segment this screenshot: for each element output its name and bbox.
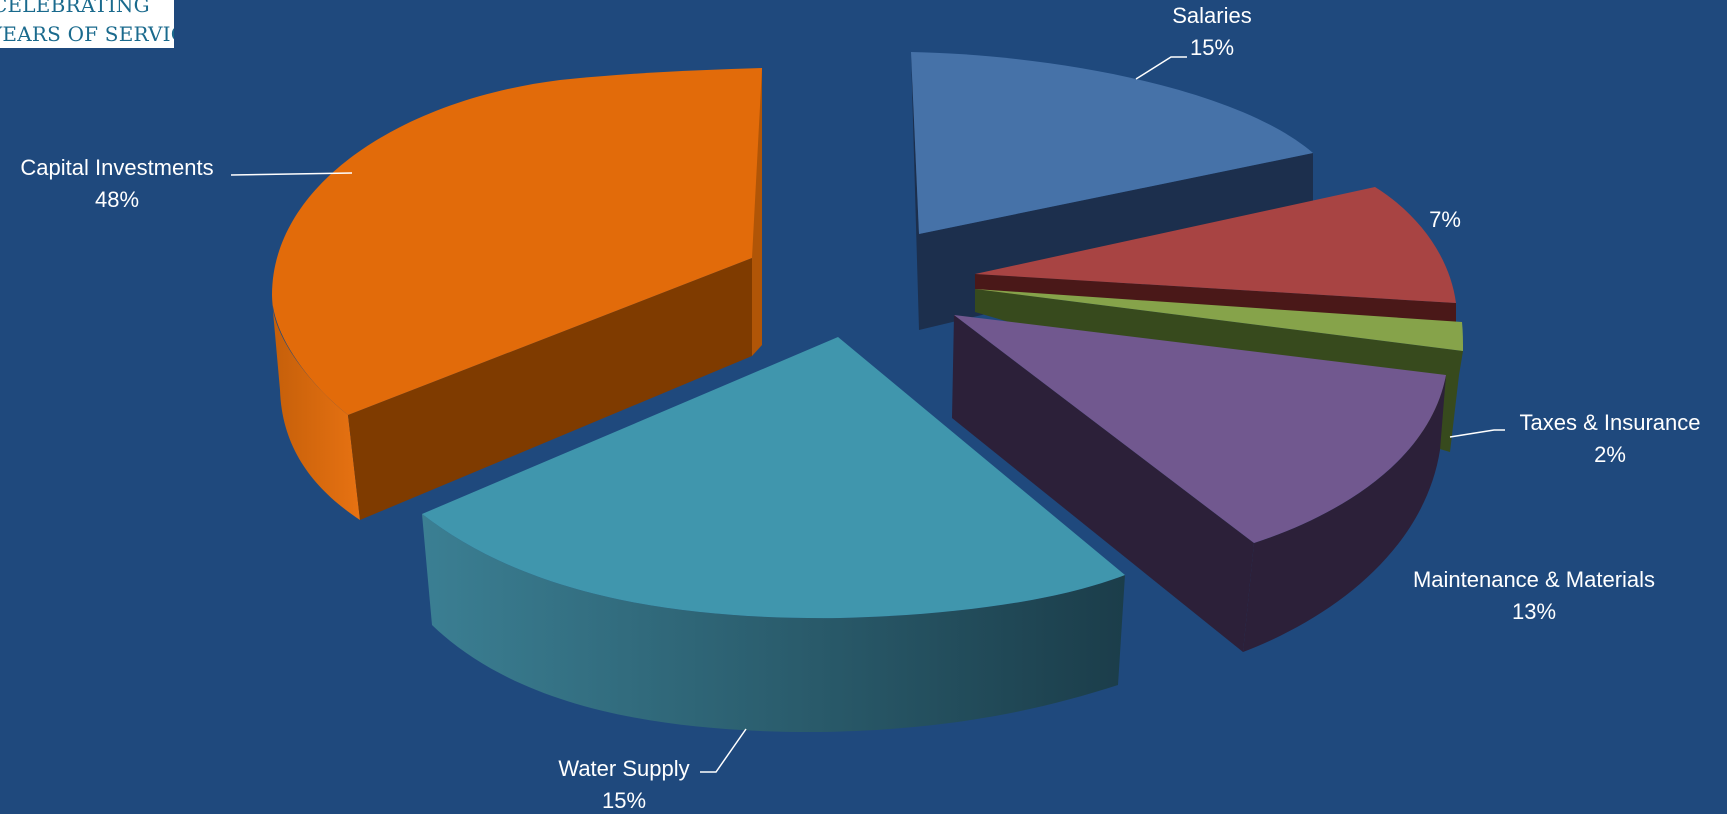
label-maintenance-materials: Maintenance & Materials 13% — [1384, 564, 1684, 628]
label-taxes-insurance: Taxes & Insurance 2% — [1500, 407, 1720, 471]
slice-maintenance-side-a — [952, 315, 1254, 652]
slice-maintenance-side-b — [1243, 375, 1446, 652]
slice-water-supply — [422, 337, 1125, 733]
label-7pct-value: 7% — [1429, 207, 1461, 232]
leader-line-salaries — [1135, 56, 1187, 80]
label-water-name: Water Supply — [558, 756, 690, 781]
label-maintenance-value: 13% — [1511, 599, 1557, 624]
slice-salaries — [911, 52, 1313, 330]
label-maintenance-name: Maintenance & Materials — [1412, 567, 1656, 592]
slice-7pct-side — [975, 274, 1456, 322]
slice-capital-top — [272, 68, 762, 415]
slice-7pct-top — [975, 187, 1456, 303]
slice-salaries-top — [911, 52, 1313, 234]
slice-capital-investments — [272, 68, 762, 520]
slice-taxes-top — [975, 289, 1463, 351]
slice-salaries-side — [911, 52, 1313, 330]
leader-line-taxes — [1449, 429, 1505, 438]
label-salaries: Salaries 15% — [1117, 0, 1307, 64]
label-7pct: 7% — [1415, 204, 1475, 236]
label-salaries-value: 15% — [1189, 35, 1235, 60]
label-capital-investments: Capital Investments 48% — [0, 152, 234, 216]
logo-line-2: YEARS OF SERVICE — [0, 22, 174, 46]
slice-capital-cut-face — [348, 258, 752, 520]
label-water-supply: Water Supply 15% — [524, 753, 724, 814]
label-water-value: 15% — [601, 788, 647, 813]
leader-line-capital-investments — [230, 172, 353, 176]
label-taxes-value: 2% — [1594, 442, 1626, 467]
label-salaries-name: Salaries — [1172, 3, 1252, 28]
leader-lines — [230, 56, 1505, 773]
logo-line-1: CELEBRATING — [0, 0, 150, 17]
slice-7pct — [975, 187, 1456, 322]
logo: CELEBRATING YEARS OF SERVICE — [0, 0, 174, 48]
label-capital-name: Capital Investments — [20, 155, 214, 180]
slice-maintenance-top — [954, 315, 1446, 543]
slice-water-supply-side — [422, 514, 1125, 733]
label-capital-value: 48% — [94, 187, 140, 212]
slice-water-supply-top — [422, 337, 1125, 619]
slice-maintenance — [952, 315, 1446, 652]
slice-capital-side — [272, 300, 360, 520]
label-taxes-name: Taxes & Insurance — [1519, 410, 1701, 435]
leader-line-water-supply — [700, 728, 747, 773]
